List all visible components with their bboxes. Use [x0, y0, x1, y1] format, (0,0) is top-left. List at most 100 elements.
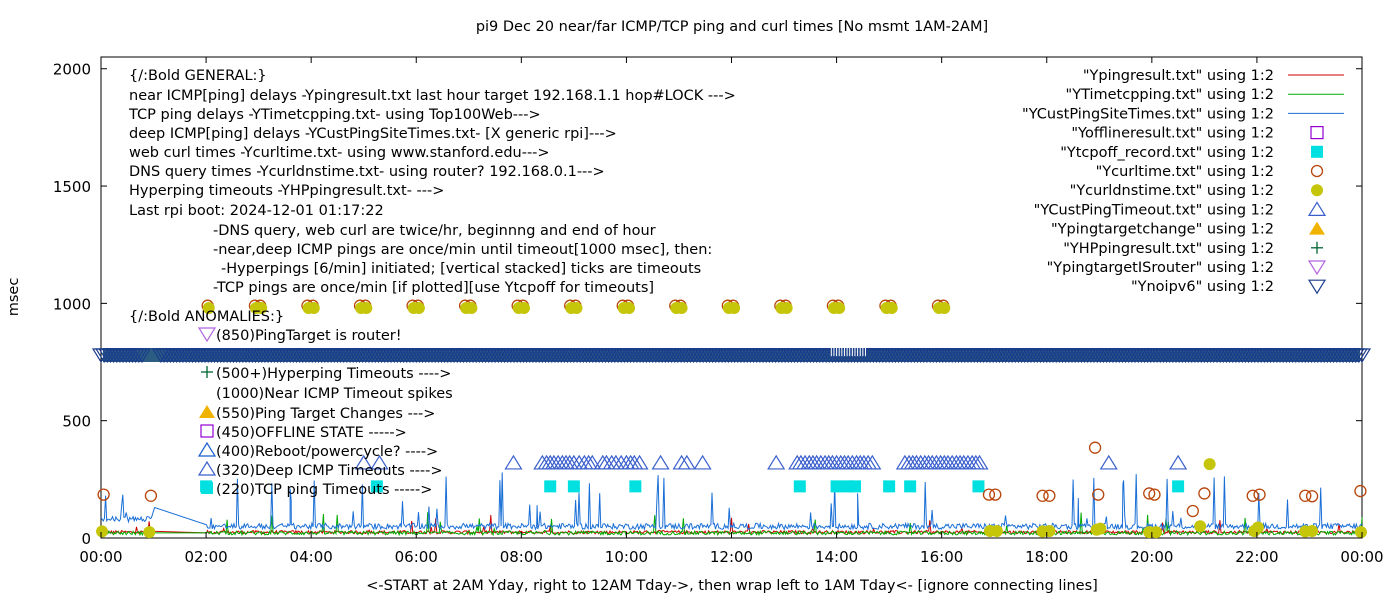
data-point: [904, 480, 917, 493]
data-point: [370, 480, 383, 493]
annotation-icon: [199, 405, 215, 418]
annotation-text: (450)OFFLINE STATE ----->: [216, 425, 407, 441]
marker-layer: [91, 299, 1372, 539]
annotation-icon: [197, 441, 217, 457]
legend-entry-label: "Ypingtargetchange" using 1:2: [1051, 222, 1274, 238]
data-point: [672, 454, 691, 470]
data-point: [677, 454, 696, 470]
legend-entry-label: "YCustPingTimeout.txt" using 1:2: [1034, 202, 1274, 218]
annotation-icon: [201, 482, 213, 494]
data-point: [144, 489, 158, 502]
data-point: [767, 454, 786, 470]
annotation-text: Last rpi boot: 2024-12-01 01:17:22: [129, 203, 384, 219]
legend-entry-symbol: [1309, 221, 1325, 235]
annotation-icon: [197, 327, 217, 343]
legend-entry-label: "YpingtargetISrouter" using 1:2: [1047, 260, 1274, 276]
data-point: [504, 454, 523, 470]
legend-entry-label: "Ycurltime.txt" using 1:2: [1096, 164, 1274, 180]
annotation-text: -Hyperpings [6/min] initiated; [vertical…: [221, 261, 701, 277]
annotation-text: {/:Bold ANOMALIES:}: [129, 309, 284, 325]
axis-layer: 00:00 02:00 04:00 06:00 08:00 10:00 12:00 14:00…: [53, 57, 1384, 566]
data-point: [883, 480, 896, 493]
data-point: [412, 302, 425, 315]
x-tick-label: 06:00: [395, 548, 438, 566]
y-tick-label: 1500: [53, 178, 91, 196]
y-tick-label: 2000: [53, 61, 91, 79]
annotation-text: (550)Ping Target Changes --->: [216, 406, 435, 422]
data-point: [1354, 526, 1367, 539]
data-point: [848, 480, 861, 493]
legend: "Ypingresult.txt" using 1:2 "YTimetcpping…: [1022, 68, 1344, 295]
data-point: [370, 454, 389, 470]
annotation-text: (400)Reboot/powercycle? ---->: [216, 444, 438, 460]
data-point: [1150, 526, 1163, 539]
y-axis-label: msec: [6, 278, 22, 317]
x-tick-label: 00:00: [1340, 548, 1383, 566]
legend-entry-symbol: [1310, 125, 1324, 140]
data-point: [972, 480, 985, 493]
annotation-icon: [197, 460, 217, 476]
legend-entry-label: "YCustPingSiteTimes.txt" using 1:2: [1022, 106, 1274, 122]
data-point: [1246, 489, 1259, 502]
annotation-text: (320)Deep ICMP Timeouts ---->: [216, 463, 443, 479]
data-point: [630, 454, 649, 470]
data-point: [1354, 484, 1367, 498]
x-tick-label: 14:00: [815, 548, 858, 566]
legend-entry-label: "YHPpingresult.txt" using 1:2: [1063, 241, 1274, 257]
annotation-text: -DNS query, web curl are twice/hr, begin…: [213, 223, 656, 239]
data-point: [833, 302, 846, 315]
annotation-text: Hyperping timeouts -YHPpingresult.txt- -…: [129, 183, 444, 199]
data-point: [1299, 489, 1312, 502]
data-point: [970, 454, 989, 470]
legend-entry-symbol: [1307, 279, 1327, 295]
data-point: [96, 525, 109, 538]
data-point: [728, 302, 741, 315]
annotation-text: DNS query times -Ycurldnstime.txt- using…: [129, 164, 605, 180]
annotation-text: TCP ping delays -YTimetcpping.txt- using…: [128, 107, 541, 123]
legend-entry-symbol: [1310, 164, 1324, 178]
annotation-text: -TCP pings are once/min [if plotted][use…: [213, 280, 654, 296]
legend-entry-symbol: [1307, 260, 1327, 276]
data-point: [675, 302, 688, 315]
y-tick-label: 500: [62, 413, 91, 431]
plot-area: 00:00 02:00 04:00 06:00 08:00 10:00 12:00 14:00…: [53, 56, 1384, 566]
data-point: [793, 480, 806, 493]
chart-title: pi9 Dec 20 near/far ICMP/TCP ping and cu…: [476, 19, 988, 35]
legend-entry-label: "Ycurldnstime.txt" using 1:2: [1070, 183, 1274, 199]
annotation-icon: [201, 366, 213, 378]
data-point: [1172, 480, 1185, 493]
x-tick-label: 16:00: [920, 548, 963, 566]
data-point: [1088, 441, 1102, 454]
data-point: [567, 480, 580, 493]
data-point: [863, 454, 882, 470]
annotation-layer: {/:Bold GENERAL:} near ICMP[ping] delays …: [128, 68, 736, 498]
x-tick-label: 04:00: [290, 548, 333, 566]
data-point: [202, 302, 215, 315]
legend-entry-symbol: [1311, 241, 1323, 254]
annotation-text: (500+)Hyperping Timeouts ---->: [216, 366, 451, 382]
x-tick-label: 22:00: [1235, 548, 1278, 566]
data-point: [570, 302, 583, 315]
x-tick-label: 10:00: [605, 548, 648, 566]
annotation-text: deep ICMP[ping] delays -YCustPingSiteTim…: [129, 126, 617, 142]
data-point: [1036, 489, 1049, 502]
data-point: [1099, 454, 1118, 470]
data-point: [885, 302, 898, 315]
data-point: [354, 454, 373, 470]
data-point: [1253, 488, 1266, 501]
x-axis-label: <-START at 2AM Yday, right to 12AM Tday-…: [366, 578, 1098, 594]
legend-entry-label: "Ynoipv6" using 1:2: [1131, 279, 1274, 295]
data-point: [1186, 504, 1199, 518]
data-point: [465, 302, 478, 315]
data-point: [307, 302, 320, 315]
annotation-text: (220)TCP ping Timeouts ----->: [216, 482, 432, 498]
legend-entry-label: "Ypingresult.txt" using 1:2: [1083, 68, 1274, 84]
data-point: [583, 454, 602, 470]
ynoipv6-marker: [1352, 348, 1372, 364]
annotation-icon: [200, 424, 214, 438]
data-point: [651, 454, 670, 470]
data-point: [938, 302, 951, 315]
y-tick-label: 0: [81, 530, 91, 548]
data-point: [1094, 522, 1107, 535]
